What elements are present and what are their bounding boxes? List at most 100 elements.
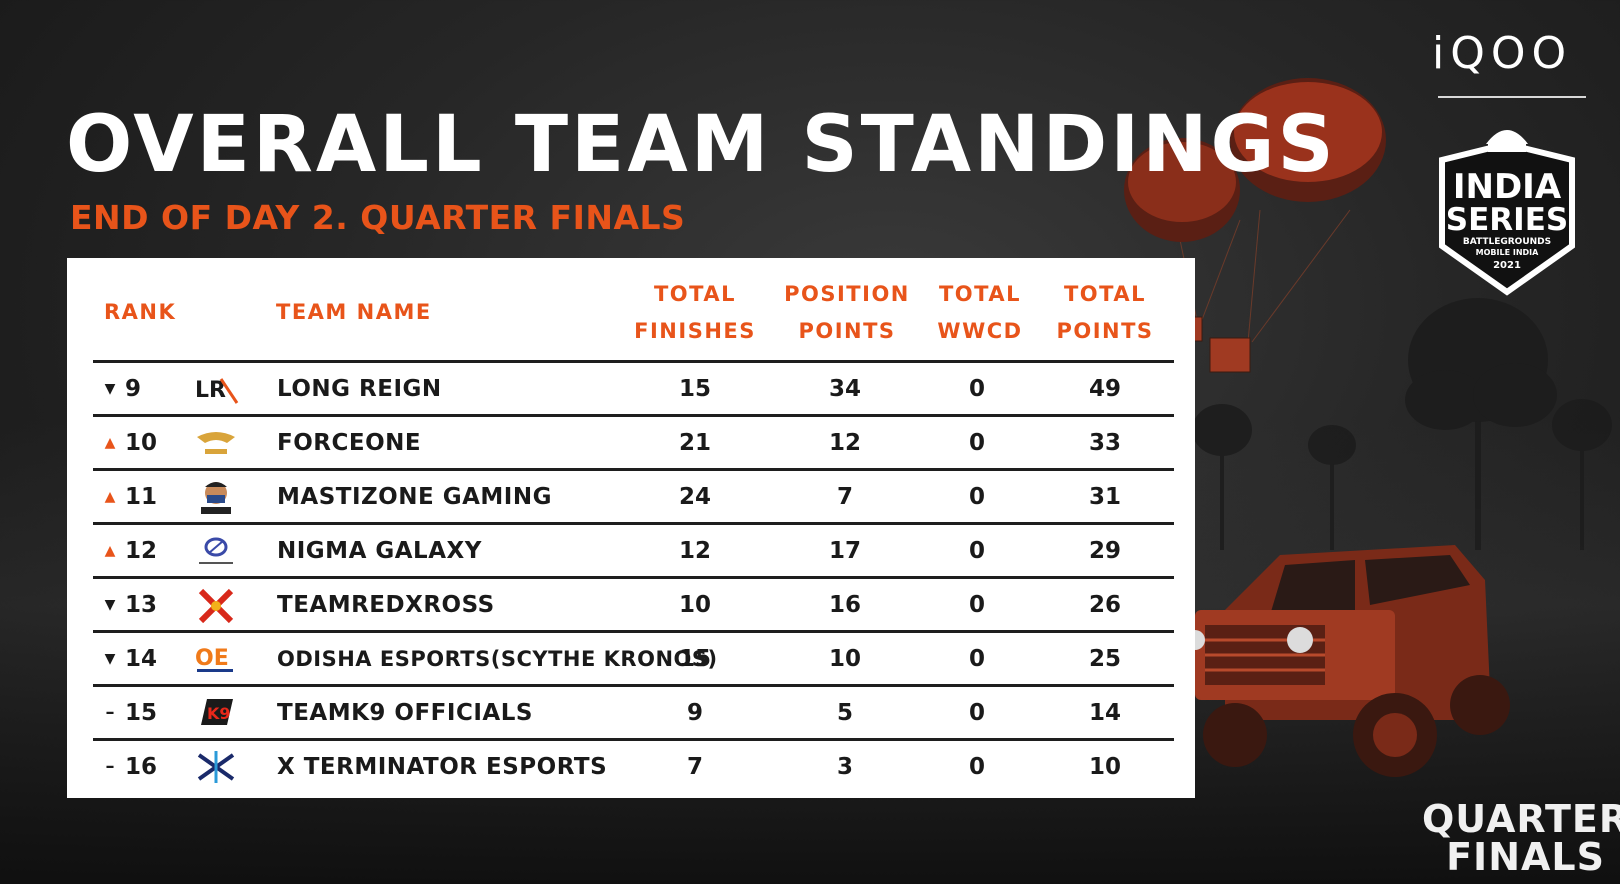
position-points: 16 [828,592,861,618]
rank-cell: ▼ 14 [103,633,173,685]
table-divider [93,414,1174,417]
teamk9-logo-icon: K9 [201,699,233,725]
total-wwcd: 0 [968,700,985,726]
total-points: 25 [1088,646,1121,672]
rank-down-icon: ▼ [104,381,116,397]
table-row: ▼ 9 LR LONG REIGN 15 34 0 49 [93,363,1174,415]
column-header-total-points: TOTAL POINTS [1045,276,1165,350]
total-wwcd: 0 [968,484,985,510]
rank-cell: ▲ 10 [103,417,173,469]
table-divider [93,468,1174,471]
rank-unchanged-icon: – [105,702,115,723]
total-points: 10 [1088,754,1121,780]
rank-value: 12 [125,538,158,564]
svg-text:INDIA: INDIA [1453,167,1562,207]
parachute-supply-drop-illustration [1124,78,1386,373]
rank-value: 10 [125,430,158,456]
stage-label-line1: QUARTER [1422,797,1620,841]
rank-value: 13 [125,592,158,618]
total-points: 49 [1088,376,1121,402]
team-name: X TERMINATOR ESPORTS [277,754,608,780]
forceone-logo-icon [197,432,235,454]
position-points: 5 [836,700,853,726]
column-header-total-wwcd: TOTAL WWCD [930,276,1030,350]
svg-text:OE: OE [195,646,229,671]
rank-cell: ▲ 12 [103,525,173,577]
team-name: ODISHA ESPORTS(SCYTHE KRONOS) [277,647,718,671]
total-finishes: 9 [686,700,703,726]
table-divider [93,630,1174,633]
nigma-galaxy-logo-icon [199,537,233,564]
team-name: MASTIZONE GAMING [277,484,552,510]
column-header-total-finishes-line1: TOTAL [653,282,736,306]
total-points: 33 [1088,430,1121,456]
position-points: 3 [836,754,853,780]
rank-down-icon: ▼ [104,651,116,667]
table-row: –15 K9 TEAMK9 OFFICIALS 9 5 0 14 [93,687,1174,739]
rank-cell: ▼ 9 [103,363,173,415]
svg-text:MOBILE INDIA: MOBILE INDIA [1476,248,1539,257]
rank-up-icon: ▲ [104,489,116,505]
total-finishes: 15 [678,646,711,672]
table-divider [93,738,1174,741]
column-header-team-name: TEAM NAME [276,300,432,324]
team-name: TEAMK9 OFFICIALS [277,700,533,726]
table-row: ▼ 13 TEAMREDXROSS 10 16 0 26 [93,579,1174,631]
svg-text:K9: K9 [207,704,231,723]
position-points: 7 [836,484,853,510]
jeep-illustration [1185,545,1510,777]
table-divider [93,522,1174,525]
column-header-position-points-line1: POSITION [784,282,910,306]
column-header-total-finishes: TOTAL FINISHES [630,276,760,350]
total-wwcd: 0 [968,754,985,780]
table-row: ▲ 11 MASTIZONE GAMING 24 7 0 31 [93,471,1174,523]
table-row: ▲ 12 NIGMA GALAXY 12 17 0 29 [93,525,1174,577]
brand-divider [1438,96,1586,98]
page-subtitle: END OF DAY 2. QUARTER FINALS [70,198,686,237]
rank-value: 14 [125,646,158,672]
tree-silhouettes [1195,298,1612,550]
total-finishes: 10 [678,592,711,618]
total-wwcd: 0 [968,592,985,618]
total-points: 26 [1088,592,1121,618]
total-points: 29 [1088,538,1121,564]
svg-text:SERIES: SERIES [1446,202,1568,238]
column-header-total-points-line2: POINTS [1056,319,1154,343]
total-points: 31 [1088,484,1121,510]
rank-cell: ▼ 13 [103,579,173,631]
total-finishes: 15 [678,376,711,402]
rank-cell: –16 [103,741,173,793]
long-reign-logo-icon: LR [195,378,239,404]
total-finishes: 21 [678,430,711,456]
rank-unchanged-icon: – [105,756,115,777]
india-series-badge-logo: INDIA SERIES BATTLEGROUNDS MOBILE INDIA … [1439,130,1575,296]
position-points: 34 [828,376,861,402]
rank-value: 11 [125,484,158,510]
table-row: –16 X TERMINATOR ESPORTS 7 3 0 10 [93,741,1174,793]
standings-table [67,258,1195,798]
column-header-position-points-line2: POINTS [798,319,896,343]
position-points: 10 [828,646,861,672]
svg-text:2021: 2021 [1493,260,1521,271]
column-header-position-points: POSITION POINTS [777,276,917,350]
column-header-total-wwcd-line2: WWCD [937,319,1023,343]
team-name: FORCEONE [277,430,422,456]
table-row: ▲ 10 FORCEONE 21 12 0 33 [93,417,1174,469]
teamredxross-logo-icon [198,588,234,623]
x-terminator-logo-icon [197,751,235,783]
position-points: 17 [828,538,861,564]
rank-up-icon: ▲ [104,543,116,559]
column-header-total-points-line1: TOTAL [1063,282,1146,306]
rank-down-icon: ▼ [104,597,116,613]
team-name: NIGMA GALAXY [277,538,482,564]
team-name: TEAMREDXROSS [277,592,495,618]
total-finishes: 12 [678,538,711,564]
table-divider [93,360,1174,363]
rank-cell: ▲ 11 [103,471,173,523]
rank-value: 15 [125,700,158,726]
total-points: 14 [1088,700,1121,726]
mastizone-logo-icon [201,482,231,514]
total-finishes: 7 [686,754,703,780]
total-finishes: 24 [678,484,711,510]
rank-up-icon: ▲ [104,435,116,451]
